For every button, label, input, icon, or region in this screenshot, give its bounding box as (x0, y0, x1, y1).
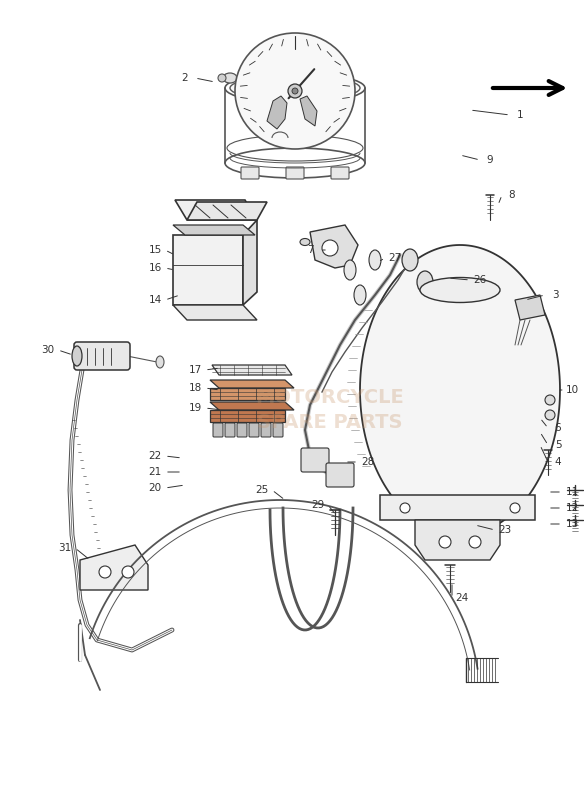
Circle shape (288, 84, 302, 98)
Text: 24: 24 (456, 593, 468, 603)
Text: MOTORCYCLE
SPARE PARTS: MOTORCYCLE SPARE PARTS (256, 388, 404, 432)
Ellipse shape (354, 285, 366, 305)
Polygon shape (173, 305, 257, 320)
FancyBboxPatch shape (213, 423, 223, 437)
Ellipse shape (369, 250, 381, 270)
Polygon shape (210, 402, 294, 410)
FancyBboxPatch shape (261, 423, 271, 437)
Text: 20: 20 (148, 483, 162, 493)
Polygon shape (415, 520, 500, 560)
Circle shape (545, 410, 555, 420)
Ellipse shape (218, 74, 226, 82)
Text: 31: 31 (58, 543, 72, 553)
Circle shape (122, 566, 134, 578)
Text: 10: 10 (565, 385, 579, 395)
Polygon shape (210, 380, 294, 388)
Ellipse shape (72, 346, 82, 366)
Text: 21: 21 (148, 467, 162, 477)
Text: 7: 7 (307, 245, 313, 255)
FancyBboxPatch shape (74, 342, 130, 370)
Text: 5: 5 (555, 440, 561, 450)
Text: 6: 6 (555, 423, 561, 433)
Text: 8: 8 (509, 190, 515, 200)
FancyBboxPatch shape (301, 448, 329, 472)
Text: 29: 29 (311, 500, 325, 510)
Text: 23: 23 (498, 525, 512, 535)
Circle shape (400, 503, 410, 513)
Polygon shape (210, 410, 285, 422)
Ellipse shape (230, 75, 360, 101)
Text: 13: 13 (565, 519, 579, 529)
Text: 9: 9 (486, 155, 493, 165)
FancyBboxPatch shape (237, 423, 247, 437)
Circle shape (545, 395, 555, 405)
Text: 18: 18 (189, 383, 201, 393)
Polygon shape (212, 365, 292, 375)
Circle shape (99, 566, 111, 578)
Text: 12: 12 (565, 503, 579, 513)
FancyBboxPatch shape (331, 167, 349, 179)
Text: 2: 2 (182, 73, 188, 83)
Polygon shape (267, 96, 287, 129)
Circle shape (439, 536, 451, 548)
Ellipse shape (156, 356, 164, 368)
Text: 11: 11 (565, 487, 579, 497)
Polygon shape (187, 202, 267, 220)
Ellipse shape (236, 77, 354, 99)
Polygon shape (175, 200, 257, 220)
Text: 28: 28 (361, 457, 374, 467)
Text: 22: 22 (148, 451, 162, 461)
Ellipse shape (420, 278, 500, 302)
Circle shape (292, 88, 298, 94)
Polygon shape (360, 245, 560, 535)
FancyBboxPatch shape (249, 423, 259, 437)
Ellipse shape (402, 249, 418, 271)
FancyBboxPatch shape (241, 167, 259, 179)
Polygon shape (310, 225, 358, 268)
Ellipse shape (235, 33, 355, 149)
Ellipse shape (344, 260, 356, 280)
Text: 25: 25 (255, 485, 269, 495)
Polygon shape (173, 235, 243, 305)
Text: 15: 15 (148, 245, 162, 255)
Text: 26: 26 (474, 275, 486, 285)
Text: 27: 27 (388, 253, 402, 263)
FancyBboxPatch shape (326, 463, 354, 487)
Text: 16: 16 (148, 263, 162, 273)
Circle shape (469, 536, 481, 548)
Polygon shape (380, 495, 535, 520)
Circle shape (322, 240, 338, 256)
Ellipse shape (300, 238, 310, 246)
Text: 14: 14 (148, 295, 162, 305)
FancyBboxPatch shape (225, 423, 235, 437)
Polygon shape (80, 545, 148, 590)
Polygon shape (173, 225, 255, 235)
Ellipse shape (223, 73, 237, 83)
Text: 30: 30 (41, 345, 54, 355)
FancyBboxPatch shape (286, 167, 304, 179)
Ellipse shape (417, 271, 433, 293)
Polygon shape (300, 96, 317, 126)
Text: 19: 19 (189, 403, 201, 413)
Circle shape (510, 503, 520, 513)
Text: 17: 17 (189, 365, 201, 375)
Polygon shape (515, 295, 545, 320)
Polygon shape (210, 388, 285, 400)
Text: 3: 3 (552, 290, 558, 300)
FancyBboxPatch shape (273, 423, 283, 437)
Text: 4: 4 (555, 457, 561, 467)
Polygon shape (243, 220, 257, 305)
Text: 1: 1 (517, 110, 523, 120)
